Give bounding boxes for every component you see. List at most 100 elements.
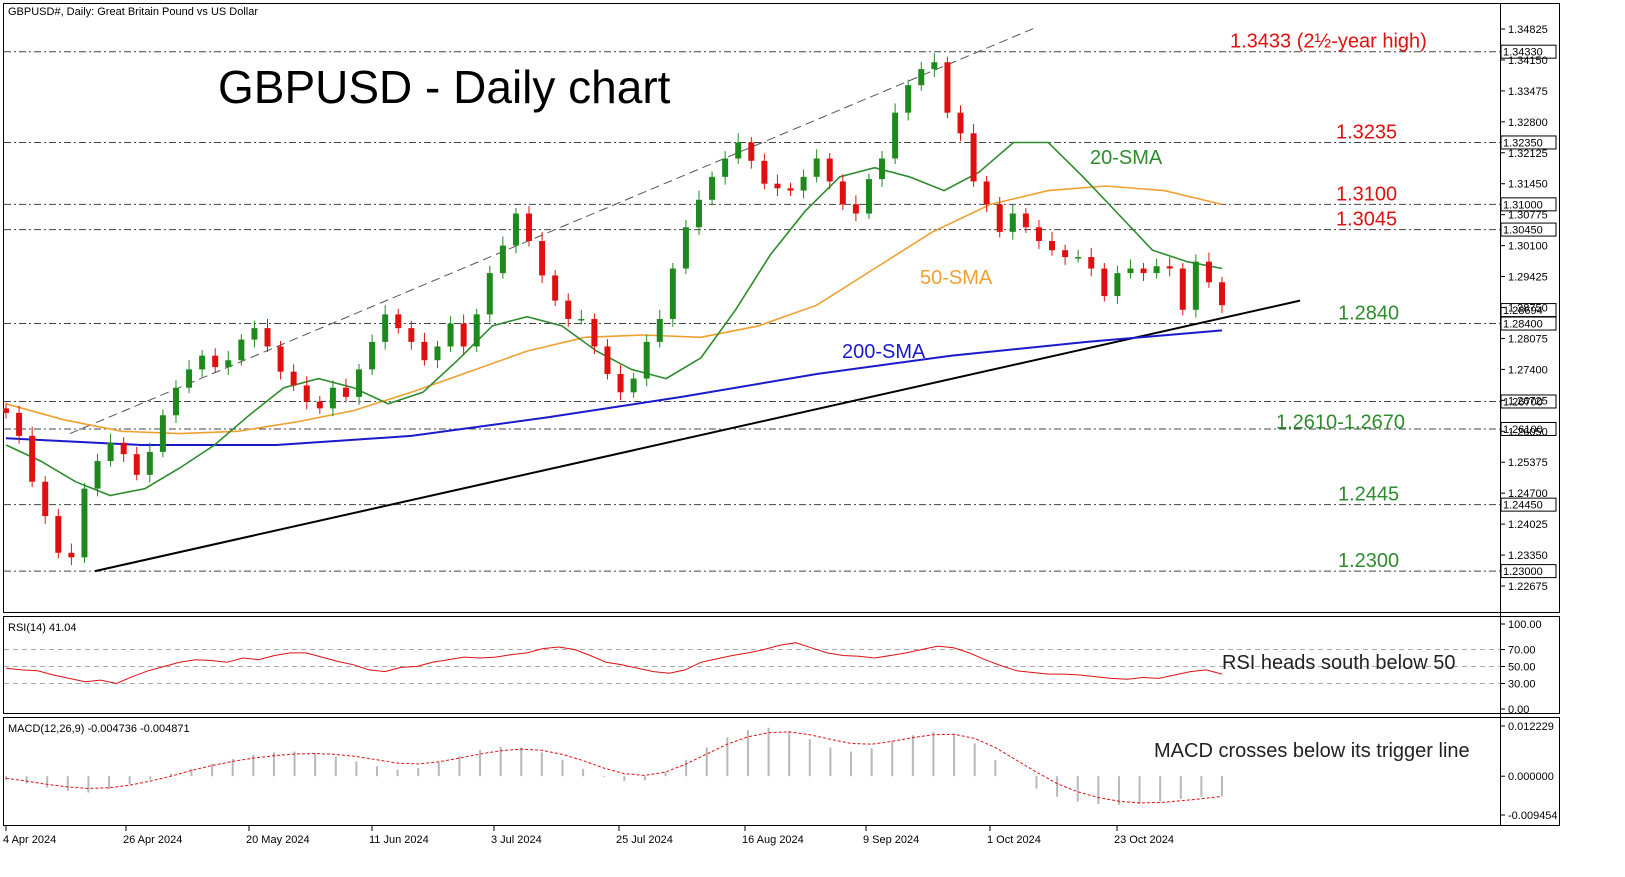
bull-candle [369,341,376,370]
price-axis: 1.34825 1.34150 1.33475 1.32800 1.32125 1.314… [1500,24,1548,593]
current-price-label: 1.28694 [1503,305,1543,317]
level-price-box [1500,44,1557,59]
current-price-box [1500,303,1557,318]
bull-candle [892,112,899,159]
level-label: 1.2445 [1338,484,1399,506]
level-price-box [1500,197,1557,212]
bull-candle [225,360,232,368]
bear-candle [1049,241,1056,251]
bull-candle [643,341,650,379]
price-tick-label: 1.26725 [1508,395,1548,407]
bull-candle [695,199,702,228]
price-tick-label: 1.34825 [1508,24,1548,36]
bear-candle [826,158,833,182]
bull-candle [382,314,389,342]
bull-candle [1114,273,1121,297]
date-tick-label: 25 Jul 2024 [616,834,673,846]
bear-candle [591,318,598,347]
macd-panel [3,717,1560,826]
bull-candle [107,442,114,462]
bear-candle [787,188,794,191]
bear-candle [120,442,127,455]
bear-candle [42,481,49,517]
bear-candle [774,183,781,189]
macd-tick-label: 0.012229 [1508,721,1554,733]
price-tick-label: 1.33475 [1508,86,1548,98]
level-label: 1.2300 [1338,550,1399,572]
bear-candle [264,328,271,347]
ascending-support-trendline [94,299,1301,573]
bear-candle [3,408,9,413]
level-box-label: 1.28400 [1503,319,1543,331]
bull-candle [499,245,506,274]
price-tick-label: 1.29425 [1508,272,1548,284]
date-tick-label: 9 Sep 2024 [863,834,919,846]
level-price-box [1500,135,1557,150]
bull-candle [813,158,820,177]
bear-candle [526,213,533,242]
price-tick-label: 1.30100 [1508,241,1548,253]
bull-candle [238,339,245,361]
price-tick-label: 1.23350 [1508,550,1548,562]
sma20-line [5,141,1223,497]
rsi-tick-label: 100.00 [1508,619,1542,631]
bull-candle [512,213,519,246]
bear-candle [552,275,559,301]
level-box-label: 1.26700 [1503,396,1543,408]
level-price-box [1500,222,1557,237]
level-box-label: 1.34330 [1503,47,1543,59]
level-price-box [1500,564,1557,579]
bear-candle [604,346,611,374]
bear-candle [68,552,75,558]
bear-candle [1062,250,1069,258]
bear-candle [395,314,402,329]
level-box-label: 1.30450 [1503,225,1543,237]
bull-candle [146,451,153,475]
bull-candle [709,176,716,200]
price-tick-label: 1.26050 [1508,426,1548,438]
sma50-label: 50-SMA [920,267,993,289]
date-axis: 4 Apr 2024 26 Apr 2024 20 May 2024 11 Jun 2… [3,826,1174,846]
date-tick-label: 3 Jul 2024 [491,834,542,846]
level-label: 1.2610-1.2670 [1276,411,1405,433]
sma200-label: 200-SMA [842,341,926,363]
sma50-line [5,185,1223,435]
bear-candle [761,160,768,184]
rsi-note: RSI heads south below 50 [1222,652,1456,674]
macd-tick-label: -0.009454 [1508,810,1558,822]
bear-candle [852,204,859,214]
bull-candle [669,268,676,319]
bear-candle [983,181,990,205]
date-tick-label: 4 Apr 2024 [3,834,56,846]
price-tick-label: 1.30775 [1508,210,1548,222]
bull-candle [473,314,480,347]
bull-candle [735,142,742,159]
price-tick-label: 1.25375 [1508,457,1548,469]
price-tick-label: 1.24025 [1508,519,1548,531]
bull-candle [722,158,729,177]
bear-candle [1219,282,1225,306]
bear-candle [55,516,62,553]
symbol-header: GBPUSD#, Daily: Great Britain Pound vs U… [8,6,258,18]
bull-candle [159,415,166,452]
level-box-label: 1.24450 [1503,500,1543,512]
date-tick-label: 16 Aug 2024 [742,834,804,846]
price-tick-label: 1.22675 [1508,581,1548,593]
price-tick-label: 1.27400 [1508,364,1548,376]
bear-candle [957,112,964,134]
date-tick-label: 23 Oct 2024 [1114,834,1174,846]
bull-candle [434,346,441,361]
bull-candle [931,62,938,70]
rsi-tick-label: 30.00 [1508,679,1536,691]
bear-candle [1035,227,1042,242]
bear-candle [565,300,572,319]
level-lines: 1.34330 1.3433 (2½-year high) 1.32350 1.323… [4,31,1557,579]
macd-tick-label: 0.000000 [1508,771,1554,783]
bull-candle [879,158,886,180]
bear-candle [408,328,415,342]
bull-candle [682,227,689,269]
candlesticks [3,53,1225,566]
level-box-label: 1.26100 [1503,424,1543,436]
sma200-line [5,329,1223,446]
